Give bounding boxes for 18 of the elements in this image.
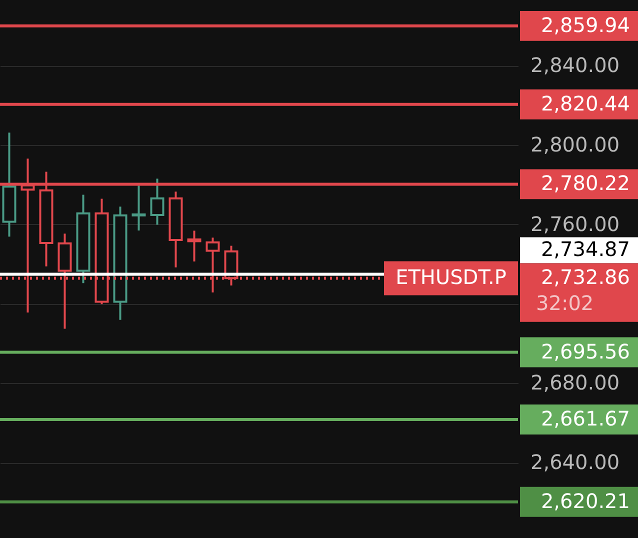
ref-line-label: 2,734.87 (540, 237, 630, 262)
annotation: ETHUSDT.P (396, 265, 506, 290)
ref-line-label: 2,620.21 (540, 488, 630, 513)
y-tick-label: 2,640.00 (530, 450, 620, 474)
candlestick (187, 230, 202, 262)
ref-line-label: 2,820.44 (540, 91, 630, 116)
ref-line-label: 2,859.94 (540, 12, 630, 37)
y-tick-label: 2,760.00 (530, 212, 620, 236)
ref-line-label: 2,695.56 (540, 339, 630, 364)
y-tick-label: 2,800.00 (530, 132, 620, 156)
ref-line-label: 2,780.22 (540, 171, 630, 196)
candlestick (150, 178, 164, 226)
y-tick-label: 2,840.00 (530, 53, 620, 78)
ref-line-label: 2,661.67 (540, 406, 630, 431)
text: 32:02 (536, 291, 594, 316)
y-tick-label: 2,680.00 (530, 370, 620, 395)
candlestick (132, 184, 146, 232)
ref-line-label: 2,732.86 (540, 265, 630, 290)
